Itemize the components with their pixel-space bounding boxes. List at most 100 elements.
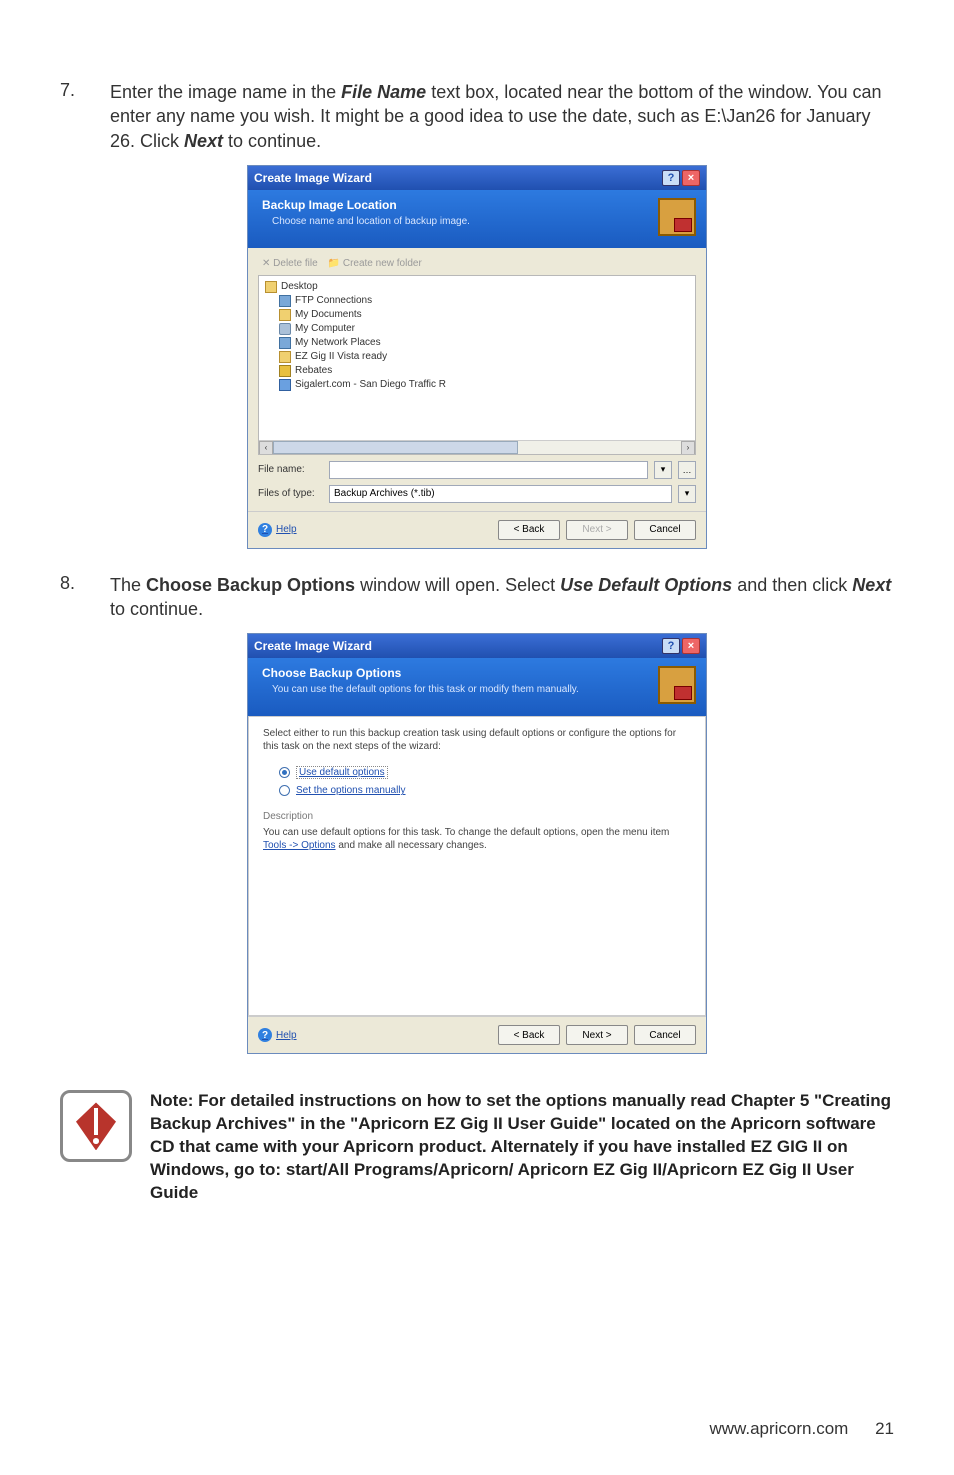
text: and then click — [732, 575, 852, 595]
em-file-name: File Name — [341, 82, 426, 102]
computer-icon — [279, 323, 291, 335]
tree-item-mynetwork[interactable]: My Network Places — [265, 336, 689, 350]
radio-default-options[interactable]: Use default options — [263, 763, 691, 782]
header-text: Backup Image Location Choose name and lo… — [262, 198, 470, 227]
tree-item-sigalert[interactable]: Sigalert.com - San Diego Traffic R — [265, 378, 689, 392]
tree-label: Sigalert.com - San Diego Traffic R — [295, 379, 446, 390]
filetype-select[interactable] — [329, 485, 672, 503]
em-next: Next — [184, 131, 223, 151]
folder-icon — [265, 281, 277, 293]
filename-dropdown-icon[interactable]: ▾ — [654, 461, 672, 479]
wizard-header: Backup Image Location Choose name and lo… — [248, 190, 706, 248]
ftp-icon — [279, 295, 291, 307]
help-label: Help — [276, 524, 297, 535]
help-icon: ? — [258, 1028, 272, 1042]
tree-item-ezgig[interactable]: EZ Gig II Vista ready — [265, 350, 689, 364]
folder-icon — [279, 351, 291, 363]
filetype-label: Files of type: — [258, 488, 323, 499]
window-title: Create Image Wizard — [254, 171, 372, 185]
tree-label: Rebates — [295, 365, 332, 376]
tree-item-rebates[interactable]: Rebates — [265, 364, 689, 378]
help-link[interactable]: ? Help — [258, 1028, 297, 1042]
description-text: You can use default options for this tas… — [263, 826, 691, 852]
filename-label: File name: — [258, 464, 323, 475]
scroll-track[interactable] — [273, 441, 681, 454]
wizard-backup-options: Create Image Wizard ? × Choose Backup Op… — [247, 633, 707, 1054]
wizard-logo-icon — [658, 666, 696, 704]
filename-row: File name: ▾ … — [258, 461, 696, 479]
header-subtitle: You can use the default options for this… — [262, 684, 579, 695]
wizard-header: Choose Backup Options You can use the de… — [248, 658, 706, 716]
tree-item-ftp[interactable]: FTP Connections — [265, 294, 689, 308]
filename-browse-icon[interactable]: … — [678, 461, 696, 479]
cancel-button[interactable]: Cancel — [634, 1025, 696, 1045]
radio-manual-options[interactable]: Set the options manually — [263, 782, 691, 799]
radio-icon — [279, 767, 290, 778]
wizard-body: Select either to run this backup creatio… — [248, 716, 706, 1016]
toolbar-new-folder[interactable]: 📁 Create new folder — [328, 258, 422, 269]
help-link[interactable]: ? Help — [258, 523, 297, 537]
horizontal-scrollbar[interactable]: ‹ › — [259, 440, 695, 454]
help-icon[interactable]: ? — [662, 638, 680, 654]
window-title: Create Image Wizard — [254, 639, 372, 653]
close-icon[interactable]: × — [682, 170, 700, 186]
tree-label: My Computer — [295, 323, 355, 334]
help-icon[interactable]: ? — [662, 170, 680, 186]
tree-label: My Documents — [295, 309, 362, 320]
wizard-footer: ? Help < Back Next > Cancel — [248, 511, 706, 548]
toolbar: ✕ Delete file 📁 Create new folder — [258, 256, 696, 275]
titlebar-buttons: ? × — [662, 638, 700, 654]
header-subtitle: Choose name and location of backup image… — [262, 216, 470, 227]
note-block: Note: For detailed instructions on how t… — [60, 1090, 894, 1205]
text: to continue. — [223, 131, 321, 151]
options-panel: Select either to run this backup creatio… — [248, 716, 706, 1016]
text: window will open. Select — [355, 575, 560, 595]
titlebar: Create Image Wizard ? × — [248, 166, 706, 190]
text: Enter the image name in the — [110, 82, 341, 102]
next-button[interactable]: Next > — [566, 520, 628, 540]
header-text: Choose Backup Options You can use the de… — [262, 666, 579, 695]
cancel-button[interactable]: Cancel — [634, 520, 696, 540]
toolbar-delete[interactable]: ✕ Delete file — [262, 258, 318, 269]
tools-options-link[interactable]: Tools -> Options — [263, 840, 336, 851]
warning-icon-glyph — [76, 1102, 116, 1150]
filetype-dropdown-icon[interactable]: ▾ — [678, 485, 696, 503]
tree-item-mydocs[interactable]: My Documents — [265, 308, 689, 322]
tree-label: Desktop — [281, 281, 318, 292]
footer-url: www.apricorn.com — [709, 1419, 848, 1438]
radio-label: Use default options — [296, 766, 388, 779]
text: You can use default options for this tas… — [263, 827, 669, 838]
step-7-number: 7. — [60, 80, 110, 153]
wizard-body: ✕ Delete file 📁 Create new folder Deskto… — [248, 248, 706, 511]
step-7-text: Enter the image name in the File Name te… — [110, 80, 894, 153]
scroll-right-icon[interactable]: › — [681, 441, 695, 455]
next-button[interactable]: Next > — [566, 1025, 628, 1045]
wizard-backup-location: Create Image Wizard ? × Backup Image Loc… — [247, 165, 707, 549]
page-footer: www.apricorn.com 21 — [709, 1419, 894, 1439]
folder-tree[interactable]: Desktop FTP Connections My Documents My … — [258, 275, 696, 455]
radio-icon — [279, 785, 290, 796]
filename-input[interactable] — [329, 461, 648, 479]
titlebar: Create Image Wizard ? × — [248, 634, 706, 658]
em-next: Next — [852, 575, 891, 595]
step-8-number: 8. — [60, 573, 110, 622]
filetype-row: Files of type: ▾ — [258, 485, 696, 503]
options-intro: Select either to run this backup creatio… — [263, 727, 691, 753]
tree-label: EZ Gig II Vista ready — [295, 351, 387, 362]
tree-item-desktop[interactable]: Desktop — [265, 280, 689, 294]
tree-item-mycomputer[interactable]: My Computer — [265, 322, 689, 336]
button-row: < Back Next > Cancel — [498, 520, 696, 540]
folder-icon — [279, 309, 291, 321]
close-icon[interactable]: × — [682, 638, 700, 654]
page-number: 21 — [875, 1419, 894, 1439]
back-button[interactable]: < Back — [498, 520, 560, 540]
scroll-left-icon[interactable]: ‹ — [259, 441, 273, 455]
text: and make all necessary changes. — [336, 840, 487, 851]
network-icon — [279, 337, 291, 349]
step-7: 7. Enter the image name in the File Name… — [60, 80, 894, 153]
help-label: Help — [276, 1030, 297, 1041]
tree-label: FTP Connections — [295, 295, 372, 306]
text: The — [110, 575, 146, 595]
back-button[interactable]: < Back — [498, 1025, 560, 1045]
scroll-thumb[interactable] — [273, 441, 518, 454]
